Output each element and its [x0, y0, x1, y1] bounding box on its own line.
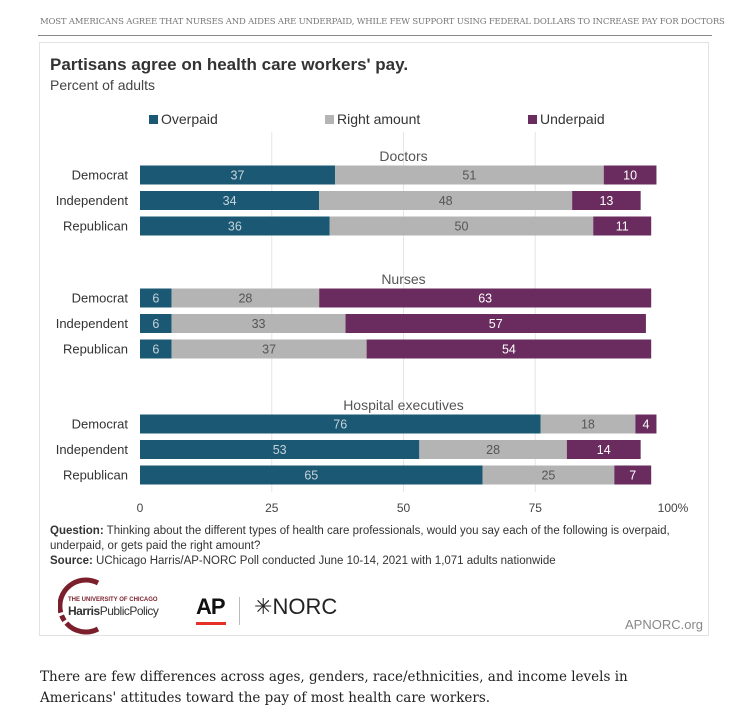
- bar-segment: [319, 191, 573, 210]
- row-label: Democrat: [72, 291, 129, 306]
- chart-notes: Question: Thinking about the different t…: [50, 524, 700, 569]
- chart-subtitle: Percent of adults: [50, 77, 156, 93]
- row-label: Republican: [63, 219, 128, 234]
- x-tick-label: 75: [529, 501, 543, 515]
- bar-segment: [635, 414, 657, 434]
- body-paragraph: There are few differences across ages, g…: [40, 669, 628, 706]
- bar-segment: [140, 339, 172, 359]
- x-tick-label: 50: [397, 501, 411, 515]
- bar-segment: [140, 288, 172, 308]
- bar-segment: [140, 465, 483, 485]
- bar-segment: [140, 440, 420, 459]
- data-label: 28: [238, 292, 252, 306]
- harris-logo-rest: PublicPolicy: [99, 604, 159, 618]
- data-label: 63: [478, 292, 492, 306]
- x-tick-label: 0: [137, 501, 144, 515]
- bar-segment: [566, 440, 641, 459]
- bar-segment: [319, 288, 652, 308]
- harris-logo-bold: Harris: [68, 604, 100, 618]
- data-label: 28: [486, 443, 500, 457]
- group-label: Doctors: [379, 148, 427, 164]
- data-label: 11: [616, 220, 629, 234]
- bar-segment: [329, 216, 594, 236]
- kicker: MOST AMERICANS AGREE THAT NURSES AND AID…: [40, 17, 725, 27]
- data-label: 6: [152, 343, 159, 357]
- source-text: UChicago Harris/AP-NORC Poll conducted J…: [96, 555, 556, 567]
- row-label: Republican: [63, 342, 128, 357]
- divider: [38, 35, 712, 36]
- data-label: 6: [152, 317, 159, 331]
- group-label: Nurses: [381, 271, 425, 287]
- bar-segment: [171, 339, 367, 359]
- data-label: 76: [333, 418, 347, 432]
- row-label: Democrat: [72, 417, 129, 432]
- harris-logo: [58, 577, 100, 635]
- question-label: Question:: [50, 525, 104, 537]
- data-label: 37: [262, 343, 276, 357]
- bar-segment: [140, 165, 335, 185]
- data-label: 34: [223, 194, 237, 208]
- data-label: 53: [273, 443, 287, 457]
- bar-segment: [171, 314, 346, 333]
- x-tick-label: 25: [265, 501, 279, 515]
- row-label: Republican: [63, 468, 128, 483]
- data-label: 54: [502, 343, 516, 357]
- data-label: 6: [152, 292, 159, 306]
- bar-segment: [140, 414, 541, 434]
- question-text: Thinking about the different types of he…: [50, 525, 670, 552]
- chart-title: Partisans agree on health care workers' …: [50, 55, 409, 74]
- bar-segment: [419, 440, 567, 459]
- legend-label: Right amount: [337, 111, 421, 127]
- legend-right-amount: Right amount: [325, 111, 420, 127]
- bar-segment: [334, 165, 604, 185]
- bar-segment: [171, 288, 320, 308]
- ap-logo-underline: [196, 622, 226, 625]
- data-label: 37: [231, 169, 245, 183]
- bar-segment: [603, 165, 657, 185]
- bar-segment: [572, 191, 641, 210]
- legend-label: Underpaid: [540, 111, 605, 127]
- row-label: Independent: [56, 193, 129, 208]
- data-label: 57: [489, 317, 503, 331]
- bar-segment: [540, 414, 636, 434]
- data-label: 48: [439, 194, 453, 208]
- data-label: 14: [597, 443, 611, 457]
- bar-segment: [614, 465, 652, 485]
- data-label: 33: [252, 317, 266, 331]
- bar-segment: [482, 465, 615, 485]
- norc-logo: NORC: [272, 594, 338, 619]
- legend-underpaid: Underpaid: [528, 111, 605, 127]
- group-label: Hospital executives: [343, 397, 464, 413]
- data-label: 10: [623, 169, 637, 183]
- row-label: Independent: [56, 442, 129, 457]
- source-label: Source:: [50, 555, 93, 567]
- legend-label: Overpaid: [161, 111, 218, 127]
- data-label: 65: [304, 469, 318, 483]
- logo-separator: [239, 597, 240, 625]
- harris-logo-top: THE UNIVERSITY OF CHICAGO: [68, 597, 158, 603]
- legend-overpaid: Overpaid: [149, 111, 218, 127]
- bar-segment: [140, 191, 320, 210]
- row-label: Democrat: [72, 168, 129, 183]
- data-label: 18: [581, 418, 595, 432]
- data-label: 36: [228, 220, 242, 234]
- apnorc-site: APNORC.org: [625, 617, 704, 632]
- ap-logo: AP: [196, 594, 226, 619]
- data-label: 4: [642, 418, 649, 432]
- bar-segment: [593, 216, 652, 236]
- norc-star-icon: ✳: [254, 594, 273, 619]
- data-label: 7: [629, 469, 636, 483]
- chart-card: [39, 42, 709, 636]
- data-label: 13: [599, 194, 613, 208]
- data-label: 50: [455, 220, 469, 234]
- bar-segment: [345, 314, 646, 333]
- bar-segment: [140, 216, 330, 236]
- data-label: 51: [462, 169, 476, 183]
- row-label: Independent: [56, 316, 129, 331]
- x-tick-label: 100%: [658, 501, 689, 515]
- bar-segment: [366, 339, 652, 359]
- data-label: 25: [541, 469, 555, 483]
- bar-segment: [140, 314, 172, 333]
